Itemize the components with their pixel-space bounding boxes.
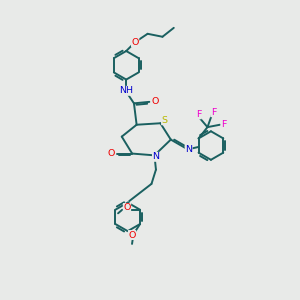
Text: F: F: [211, 108, 216, 117]
Text: F: F: [221, 120, 226, 129]
Text: O: O: [151, 98, 158, 106]
Text: S: S: [162, 116, 168, 125]
Text: NH: NH: [118, 86, 133, 95]
Text: O: O: [108, 149, 115, 158]
Text: O: O: [123, 203, 131, 212]
Text: N: N: [185, 145, 192, 154]
Text: N: N: [152, 152, 159, 161]
Text: O: O: [128, 230, 136, 239]
Text: F: F: [196, 110, 201, 119]
Text: O: O: [131, 38, 139, 46]
